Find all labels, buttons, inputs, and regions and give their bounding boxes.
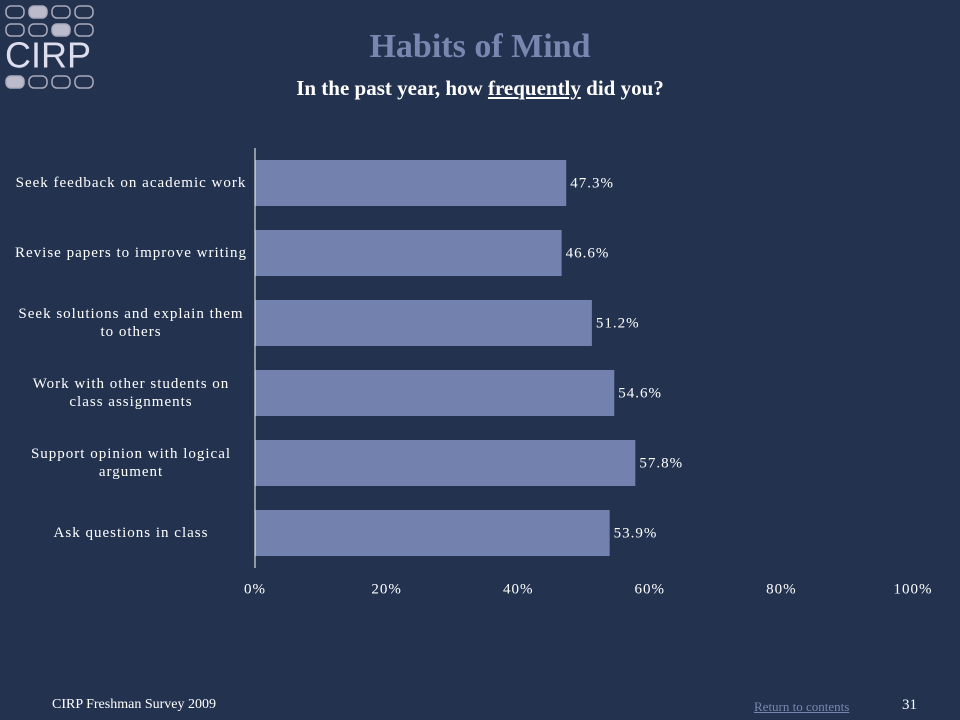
bar: [255, 300, 592, 346]
x-tick-label: 80%: [766, 581, 797, 597]
chart-title: Habits of Mind: [369, 28, 591, 65]
subtitle-text: did you?: [580, 76, 664, 100]
x-tick-label: 60%: [635, 581, 666, 597]
value-label: 46.6%: [566, 245, 610, 261]
bar: [255, 440, 636, 486]
chart-subtitle: In the past year, how frequently did you…: [0, 76, 960, 101]
footer-source: CIRP Freshman Survey 2009: [52, 697, 216, 712]
subtitle-emphasis: frequently: [487, 76, 581, 100]
bar: [255, 510, 610, 556]
category-label: Seek solutions and explain them to other…: [18, 306, 244, 340]
logo: [5, 5, 94, 89]
category-label: Seek feedback on academic work: [15, 175, 247, 191]
subtitle-text: In the past year, how: [296, 76, 488, 100]
logo-text: CIRP: [5, 35, 91, 76]
value-label: 47.3%: [570, 175, 614, 191]
bar: [255, 230, 562, 276]
category-label: Revise papers to improve writing: [15, 245, 247, 261]
category-label: Ask questions in class: [53, 525, 209, 541]
category-label: Work with other students on class assign…: [32, 376, 230, 410]
bar: [255, 370, 615, 416]
bar: [255, 160, 567, 206]
x-tick-label: 40%: [503, 581, 534, 597]
x-tick-label: 20%: [371, 581, 402, 597]
value-label: 51.2%: [596, 315, 640, 331]
value-label: 57.8%: [639, 455, 683, 471]
x-tick-label: 100%: [894, 581, 933, 597]
value-label: 53.9%: [614, 525, 658, 541]
category-label: Support opinion with logical argument: [30, 446, 232, 480]
x-tick-label: 0%: [244, 581, 266, 597]
contents-link[interactable]: Return to contents: [754, 699, 850, 714]
value-label: 54.6%: [618, 385, 662, 401]
page-number: 31: [902, 697, 917, 713]
